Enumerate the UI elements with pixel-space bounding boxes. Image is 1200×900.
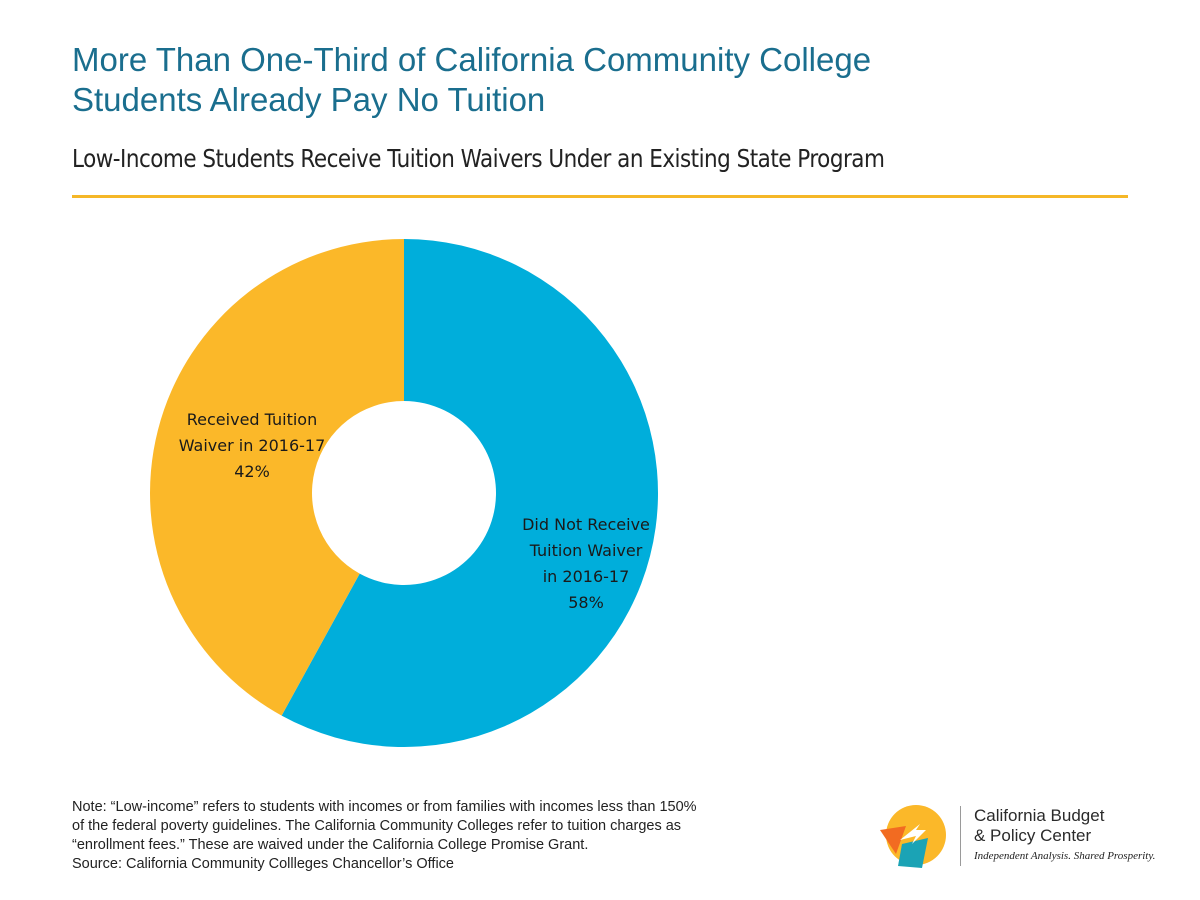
slice-label-1-line-2: Tuition Waiver: [529, 541, 643, 560]
note-line-1: Note: “Low-income” refers to students wi…: [72, 799, 697, 815]
slice-label-1-line-1: Did Not Receive: [522, 515, 650, 534]
slice-label-1-line-3: in 2016-17: [543, 567, 630, 586]
slice-label-2-line-1: Received Tuition: [187, 410, 317, 429]
slice-label-2-line-3: 42%: [234, 462, 270, 481]
slice-label-2: Received Tuition Waiver in 2016-17 42%: [179, 410, 326, 481]
logo-mark-icon: [880, 805, 946, 868]
chart-title-line-2: Students Already Pay No Tuition: [72, 81, 546, 118]
organization-logo: California Budget & Policy Center Indepe…: [876, 800, 1176, 872]
logo-name: California Budget & Policy Center: [974, 806, 1104, 846]
logo-name-line-2: & Policy Center: [974, 826, 1092, 845]
title-divider: [72, 195, 1128, 198]
chart-title-line-1: More Than One-Third of California Commun…: [72, 41, 872, 78]
note-line-3: “enrollment fees.” These are waived unde…: [72, 837, 589, 853]
logo-tagline: Independent Analysis. Shared Prosperity.: [974, 850, 1156, 862]
logo-divider: [960, 806, 961, 866]
donut-slice-2: [149, 239, 404, 716]
chart-note: Note: “Low-income” refers to students wi…: [72, 798, 832, 874]
logo-name-line-1: California Budget: [974, 806, 1105, 825]
slice-label-1: Did Not Receive Tuition Waiver in 2016-17 5…: [522, 515, 650, 612]
slice-label-2-line-2: Waiver in 2016-17: [179, 436, 326, 455]
source-line: Source: California Community Collleges C…: [72, 856, 454, 872]
chart-title: More Than One-Third of California Commun…: [72, 40, 1132, 120]
slice-label-1-line-4: 58%: [568, 593, 604, 612]
note-line-2: of the federal poverty guidelines. The C…: [72, 818, 682, 834]
chart-subtitle: Low-Income Students Receive Tuition Waiv…: [72, 144, 885, 173]
donut-slice-1: [281, 239, 658, 747]
